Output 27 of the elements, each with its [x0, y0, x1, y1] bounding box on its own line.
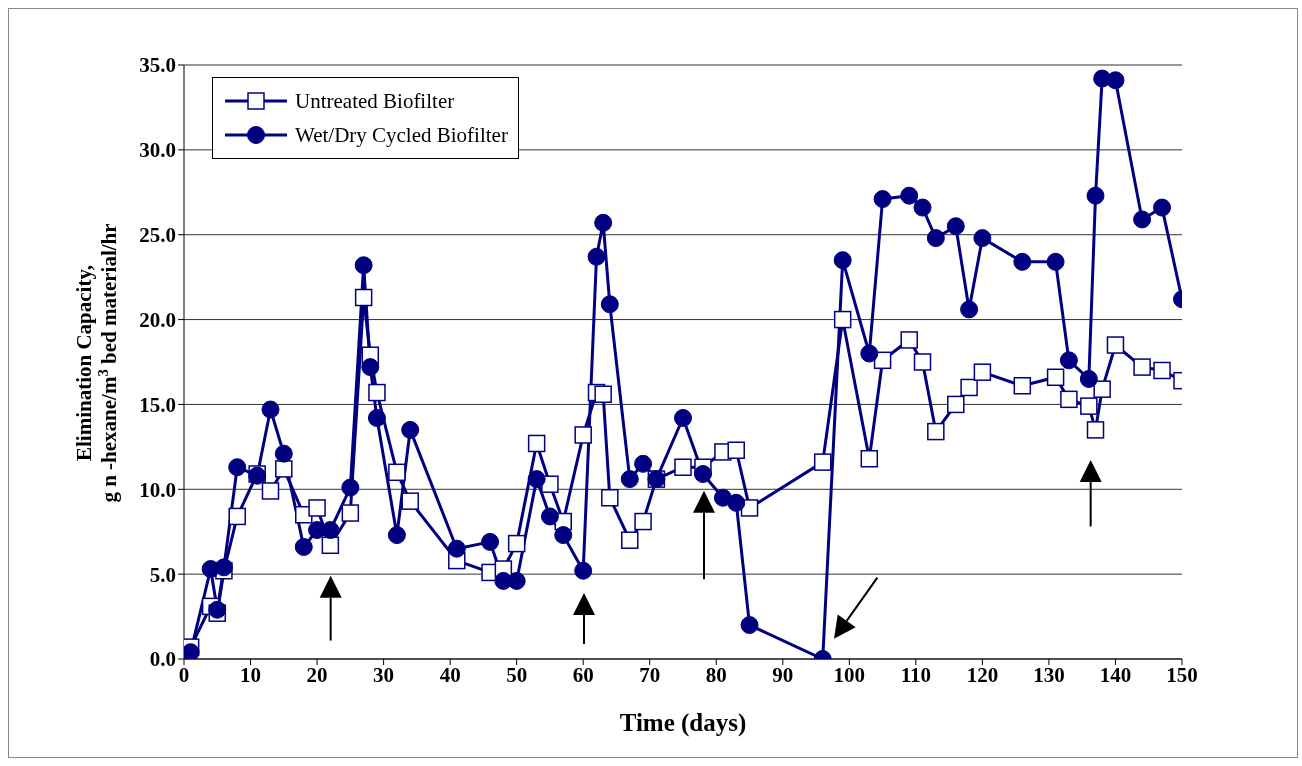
x-tick-label: 10: [240, 662, 262, 687]
y-tick-label: 35.0: [139, 53, 176, 78]
x-tick-label: 100: [833, 662, 866, 687]
x-tick-label: 60: [572, 662, 594, 687]
x-tick-label: 30: [373, 662, 395, 687]
legend-label: Wet/Dry Cycled Biofilter: [295, 122, 508, 148]
x-tick-label: 70: [639, 662, 661, 687]
y-tick-label: 25.0: [139, 223, 176, 248]
x-tick-label: 150: [1166, 662, 1198, 687]
y-tick-label: 0.0: [149, 647, 176, 672]
x-tick-label: 90: [772, 662, 794, 687]
y-tick-label: 10.0: [139, 477, 176, 502]
x-tick-label: 0: [178, 662, 190, 687]
x-tick-label: 130: [1033, 662, 1065, 687]
x-tick-label: 80: [705, 662, 727, 687]
y-tick-label: 5.0: [149, 562, 176, 587]
y-tick-label: 15.0: [139, 392, 176, 417]
x-tick-label: 50: [506, 662, 528, 687]
x-tick-label: 20: [306, 662, 328, 687]
x-tick-label: 140: [1099, 662, 1132, 687]
y-tick-label: 30.0: [139, 138, 176, 163]
y-tick-label: 20.0: [139, 308, 176, 333]
x-tick-label: 40: [439, 662, 461, 687]
x-tick-label: 110: [900, 662, 932, 687]
x-axis-title: Time (days): [619, 709, 747, 737]
legend-label: Untreated Biofilter: [295, 88, 455, 114]
x-tick-label: 120: [966, 662, 999, 687]
